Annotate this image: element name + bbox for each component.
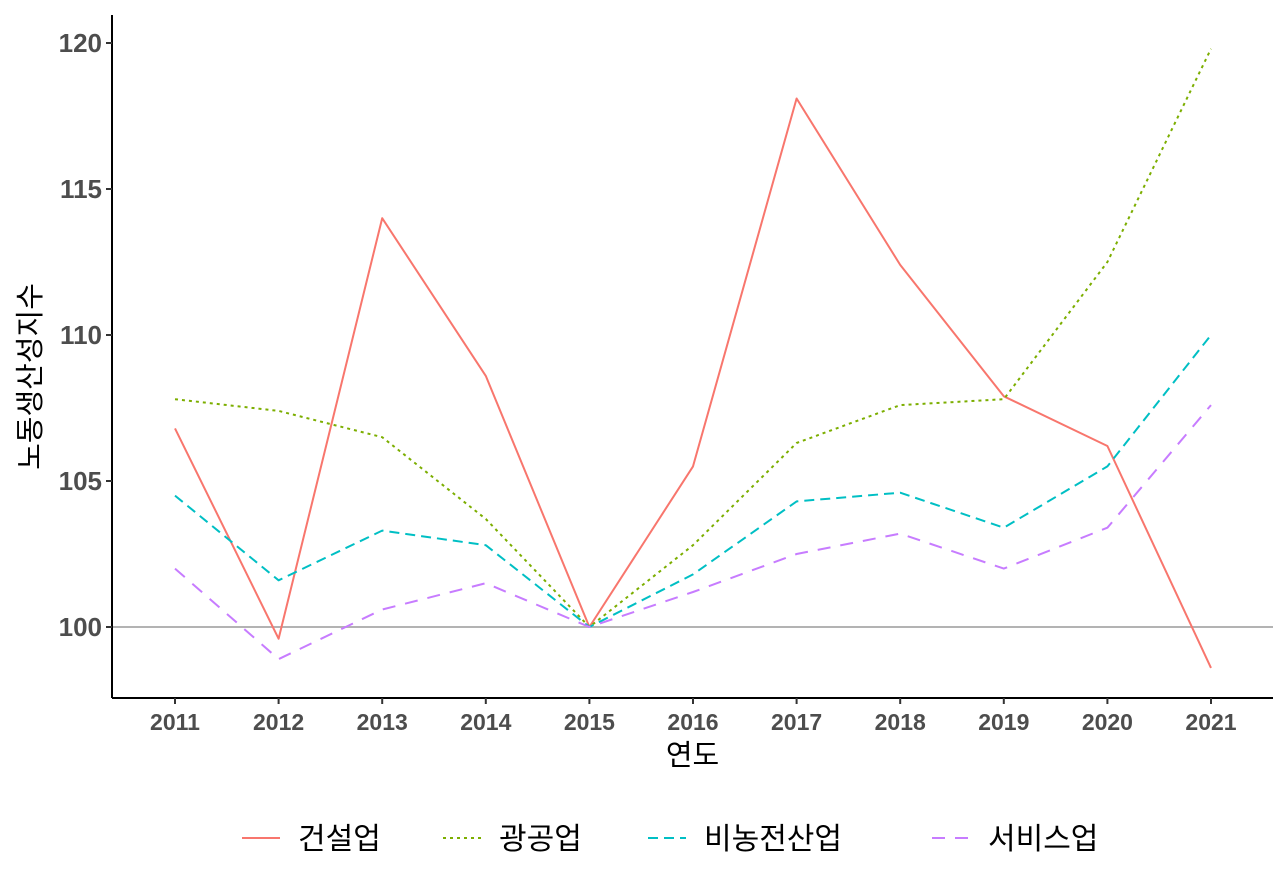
x-tick-label: 2012 xyxy=(253,709,304,735)
series-line-1 xyxy=(174,97,1212,669)
legend-label-3: 비농전산업 xyxy=(704,822,842,857)
y-tick-label: 110 xyxy=(60,320,102,350)
x-tick-label: 2019 xyxy=(978,709,1029,735)
x-tick-label: 2017 xyxy=(771,709,822,735)
y-axis-title: 노동생산성지수 xyxy=(13,283,47,470)
y-tick-label: 120 xyxy=(59,28,102,58)
x-axis-title: 연도 xyxy=(666,738,719,772)
series-layer xyxy=(174,48,1212,669)
series-line-3 xyxy=(174,334,1212,628)
x-tick-label: 2013 xyxy=(357,709,408,735)
x-tick-label: 2020 xyxy=(1082,709,1133,735)
series-line-2 xyxy=(174,48,1212,628)
axes-layer xyxy=(111,15,1273,699)
x-tick-label: 2021 xyxy=(1185,709,1236,735)
x-tick-label: 2011 xyxy=(150,709,200,735)
x-tick-label: 2016 xyxy=(667,709,718,735)
ticks-layer: 100 105 110 115 120 2011 2012 2013 2014 2015 2016 2… xyxy=(59,28,1237,735)
y-tick-label: 115 xyxy=(60,174,102,204)
legend-label-2: 광공업 xyxy=(499,822,582,857)
x-tick-label: 2015 xyxy=(564,709,615,735)
y-tick-label: 105 xyxy=(59,466,102,496)
x-tick-label: 2014 xyxy=(460,709,511,735)
legend-label-4: 서비스업 xyxy=(988,822,1098,857)
legend: 건설업 광공업 비농전산업 서비스업 xyxy=(242,822,1098,857)
y-tick-label: 100 xyxy=(59,612,102,642)
legend-label-1: 건설업 xyxy=(298,822,381,857)
series-line-4 xyxy=(174,404,1212,661)
x-tick-label: 2018 xyxy=(875,709,926,735)
